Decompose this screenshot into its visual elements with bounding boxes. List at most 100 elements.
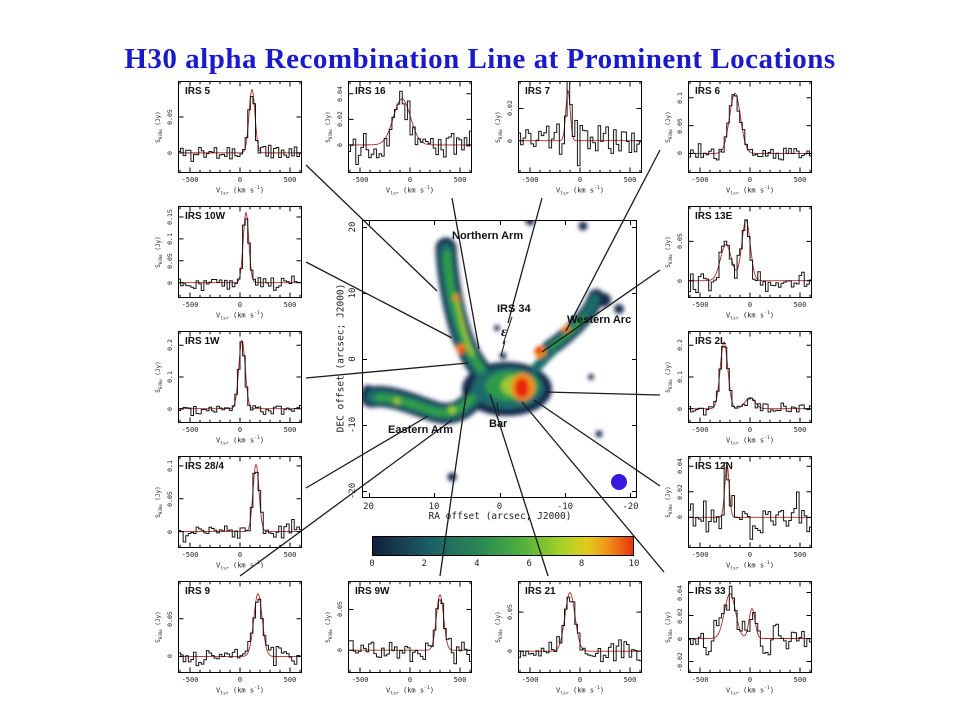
x-axis-tick-label: 0	[407, 176, 413, 184]
x-axis-tick-label: 0	[237, 676, 243, 684]
x-axis-tick-label: 0	[237, 551, 243, 559]
spectrum-panel-irs-7: IRS 7 0 0.02 -500 0 500 Vlsr (km s-1) SH30α (Jy…	[492, 76, 646, 198]
panel-title: IRS 10W	[185, 211, 226, 222]
colorbar-tick-label: 4	[474, 559, 480, 569]
y-axis-tick-label: 0.05	[166, 610, 174, 627]
map-x-tick-label: 0	[496, 502, 503, 512]
panel-title: IRS 16	[355, 86, 386, 97]
y-axis-tick-label: 0.02	[676, 607, 684, 624]
spectrum-plot	[178, 81, 302, 173]
x-axis-tick-label: 500	[453, 176, 467, 184]
x-axis-label: Vlsr (km s-1)	[725, 186, 775, 197]
panel-title: IRS 7	[525, 86, 551, 97]
x-axis-label: Vlsr (km s-1)	[555, 686, 605, 697]
map-y-tickmark	[362, 292, 367, 294]
y-axis-tick-label: 0.02	[676, 483, 684, 500]
y-axis-label: SH30α (Jy)	[154, 611, 164, 643]
x-axis-tick-label: 0	[747, 426, 753, 434]
x-axis-tick-label: 0	[747, 176, 753, 184]
map-x-tickmark	[368, 493, 370, 498]
map-x-tick-label: 20	[363, 502, 374, 512]
y-axis-tick-label: 0	[676, 636, 684, 641]
y-axis-label: SH30α (Jy)	[664, 361, 674, 393]
x-axis-tick-label: 0	[237, 426, 243, 434]
spectrum-panel-irs-10w: IRS 10W 0 0.05 0.1 0.15 -500 0 500 Vlsr (km s-1)…	[152, 201, 306, 323]
y-axis-tick-label: 0.1	[676, 371, 684, 383]
y-axis-tick-label: 0	[676, 515, 684, 520]
spectrum-panel-irs-21: IRS 21 0 0.05 -500 0 500 Vlsr (km s-1) SH30α (J…	[492, 576, 646, 698]
y-axis-tick-label: 0	[676, 151, 684, 156]
map-axes-box	[362, 220, 637, 498]
panel-title: IRS 13E	[695, 211, 733, 222]
spectrum-panel-irs-9: IRS 9 0 0.05 -500 0 500 Vlsr (km s-1) SH30α (Jy…	[152, 576, 306, 698]
x-axis-label: Vlsr (km s-1)	[725, 686, 775, 697]
map-y-tickmark	[632, 226, 637, 228]
panel-title: IRS 21	[525, 586, 556, 597]
x-axis-tick-label: -500	[691, 426, 709, 434]
y-axis-label: SH30α (Jy)	[154, 361, 164, 393]
x-axis-label: Vlsr (km s-1)	[555, 186, 605, 197]
spectrum-plot	[518, 581, 642, 673]
y-axis-tick-label: 0	[166, 406, 174, 411]
spectrum-plot	[518, 81, 642, 173]
x-axis-tick-label: 0	[237, 301, 243, 309]
y-axis-label: SH30α (Jy)	[494, 611, 504, 643]
map-y-tickmark	[362, 226, 367, 228]
y-axis-tick-label: 0.02	[336, 111, 344, 128]
map-x-tickmark	[630, 493, 632, 498]
map-x-tick-label: -20	[622, 502, 639, 512]
spectrum-plot	[688, 581, 812, 673]
spectrum-panel-irs-1w: IRS 1W 0 0.1 0.2 -500 0 500 Vlsr (km s-1) SH30α …	[152, 326, 306, 448]
x-axis-tick-label: -500	[351, 176, 369, 184]
map-y-tickmark	[362, 359, 367, 360]
y-axis-label: SH30α (Jy)	[664, 486, 674, 518]
x-axis-tick-label: 500	[453, 676, 467, 684]
y-axis-tick-label: 0.1	[166, 232, 174, 245]
x-axis-tick-label: 500	[793, 426, 807, 434]
x-axis-tick-label: -500	[691, 301, 709, 309]
map-label-western-arc: Western Arc	[567, 314, 632, 326]
x-axis-tick-label: 0	[407, 676, 413, 684]
x-axis-tick-label: 0	[237, 176, 243, 184]
map-y-tickmark	[632, 491, 637, 493]
y-axis-tick-label: 0.15	[166, 209, 174, 225]
y-axis-label: SH30α (Jy)	[324, 611, 334, 643]
x-axis-tick-label: 500	[793, 676, 807, 684]
x-axis-tick-label: 500	[283, 301, 297, 309]
spectrum-panel-irs-13e: IRS 13E 0 0.05 -500 0 500 Vlsr (km s-1) SH30α (…	[662, 201, 816, 323]
y-axis-tick-label: -0.02	[676, 651, 684, 672]
x-axis-label: Vlsr (km s-1)	[215, 436, 265, 447]
colorbar-tick-label: 8	[578, 559, 585, 569]
spectrum-plot	[688, 206, 812, 298]
x-axis-tick-label: -500	[181, 176, 199, 184]
x-axis-label: Vlsr (km s-1)	[725, 561, 775, 572]
map-label-epsilon: ε	[501, 325, 507, 340]
y-axis-tick-label: 0	[676, 406, 684, 411]
spectrum-plot	[688, 456, 812, 548]
spectrum-panel-irs-9w: IRS 9W 0 0.05 -500 0 500 Vlsr (km s-1) SH30α (J…	[322, 576, 476, 698]
y-axis-label: SH30α (Jy)	[664, 611, 674, 643]
spectrum-panel-irs-12n: IRS 12N 0 0.02 0.04 -500 0 500 Vlsr (km s-1) SH3…	[662, 451, 816, 573]
x-axis-tick-label: -500	[181, 551, 199, 559]
y-axis-label: SH30α (Jy)	[154, 236, 164, 268]
x-axis-tick-label: 0	[577, 676, 583, 684]
map-x-tickmark	[434, 493, 436, 498]
spectrum-plot	[178, 456, 302, 548]
spectrum-plot	[688, 331, 812, 423]
spectrum-panel-irs-16: IRS 16 0 0.02 0.04 -500 0 500 Vlsr (km s-1) SH30…	[322, 76, 476, 198]
x-axis-tick-label: -500	[181, 301, 199, 309]
x-axis-tick-label: 500	[283, 176, 297, 184]
y-axis-tick-label: 0.05	[506, 604, 514, 620]
y-axis-label: SH30α (Jy)	[154, 111, 164, 143]
panel-title: IRS 28/4	[185, 461, 224, 472]
slide-title: H30 alpha Recombination Line at Prominen…	[124, 43, 836, 76]
x-axis-label: Vlsr (km s-1)	[725, 311, 775, 322]
x-axis-tick-label: 0	[747, 551, 753, 559]
y-axis-tick-label: 0	[166, 150, 174, 155]
spectrum-plot	[348, 81, 472, 173]
y-axis-tick-label: 0.05	[676, 233, 684, 250]
y-axis-tick-label: 0	[676, 278, 684, 283]
panel-title: IRS 5	[185, 86, 211, 97]
beam-marker	[611, 474, 627, 490]
